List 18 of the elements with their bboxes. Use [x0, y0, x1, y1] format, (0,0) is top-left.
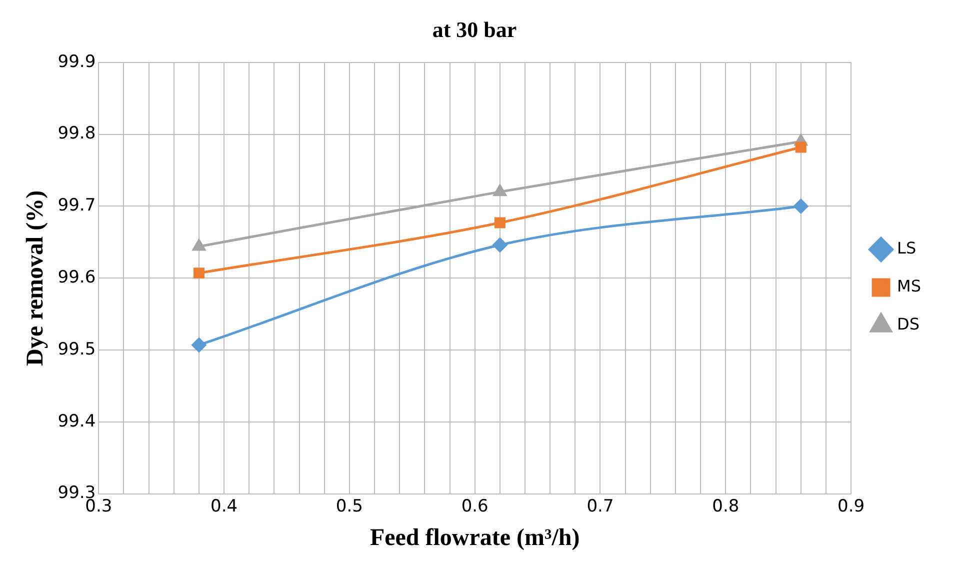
x-tick-label: 0.7	[586, 496, 614, 516]
y-tick-label: 99.5	[58, 339, 96, 360]
y-tick-label: 99.4	[58, 411, 96, 432]
x-tick-label: 0.6	[461, 496, 488, 516]
y-tick-label: 99.7	[58, 196, 96, 216]
legend-label: DS	[897, 314, 920, 334]
y-tick-label: 99.8	[58, 124, 96, 144]
x-tick-label: 0.8	[712, 496, 740, 516]
x-axis-title: Feed flowrate (m³/h)	[370, 524, 580, 551]
x-tick-label: 0.9	[838, 496, 865, 516]
x-tick-label: 0.5	[336, 496, 363, 516]
y-tick-label: 99.6	[58, 268, 96, 288]
legend-label: LS	[897, 238, 916, 258]
y-tick-label: 99.9	[58, 52, 96, 72]
legend-label: MS	[897, 276, 922, 296]
y-axis-title: Dye removal (%)	[22, 190, 49, 366]
chart-title: at 30 bar	[432, 16, 517, 42]
x-tick-label: 0.4	[210, 496, 238, 516]
